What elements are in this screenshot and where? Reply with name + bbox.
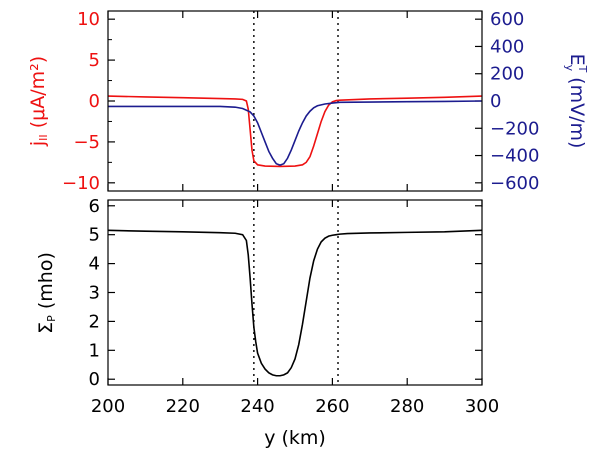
bottom-ylabel: ΣP (mho) [35,252,58,334]
bottom-x-ticks: 200 220 240 260 280 300 [91,200,499,417]
top-grid-dotted [253,11,339,191]
bottom-plot-frame [107,199,483,386]
top-right-tick-label: 200 [490,64,524,85]
bottom-x-tick-label: 200 [91,396,125,417]
bottom-curves [107,229,483,377]
bottom-y-tick-label: 2 [89,311,100,332]
top-panel: 10 5 0 −5 −10 600 400 200 0 −200 −400 −600 jII (μA… [27,9,589,194]
bottom-grid-dotted [253,200,339,385]
bottom-panel: 6 5 4 3 2 1 0 200 220 240 260 280 300 ΣP (mho) y (k… [35,196,499,449]
top-left-ylabel: jII (μA/m²) [27,56,50,147]
top-right-tick-label: 600 [490,9,524,30]
ey-label-sub: y [563,65,576,72]
top-right-tick-label: −600 [490,173,539,194]
bottom-y-tick-label: 1 [89,340,100,361]
top-curves [107,95,483,168]
sigma-label-sub: P [45,315,58,322]
top-left-ticks: 10 5 0 −5 −10 [62,9,115,194]
sigma-p-curve [107,229,483,377]
bottom-x-tick-label: 300 [465,396,499,417]
top-left-tick-label: 5 [89,50,100,71]
sigma-label-main: Σ [35,322,57,334]
top-right-ylabel: ETy (mV/m) [563,54,589,149]
top-right-tick-label: −400 [490,146,539,167]
ey-curve [108,100,483,166]
ey-label-main: E [566,54,588,66]
bottom-right-ticks [475,205,482,380]
top-left-tick-label: 10 [77,9,100,30]
jpar-label-sub: II [37,134,50,141]
top-right-ticks: 600 400 200 0 −200 −400 −600 [475,9,539,194]
bottom-y-tick-label: 0 [89,369,100,390]
jpar-curve [107,95,483,168]
bottom-x-tick-label: 260 [315,396,349,417]
top-right-tick-label: −200 [490,118,539,139]
bottom-y-ticks: 6 5 4 3 2 1 0 [89,196,115,390]
top-left-tick-label: 0 [89,91,100,112]
top-plot-frame [107,10,483,192]
sigma-label-units: (mho) [35,252,57,309]
bottom-y-tick-label: 5 [89,225,100,246]
x-axis-label: y (km) [264,427,326,449]
jpar-label-main: j [27,141,49,147]
top-right-tick-label: 0 [490,91,501,112]
bottom-x-tick-label: 240 [240,396,274,417]
bottom-y-tick-label: 3 [89,283,100,304]
bottom-x-tick-label: 220 [166,396,200,417]
jpar-label-units: (μA/m²) [27,56,49,128]
bottom-y-tick-label: 6 [89,196,100,217]
top-left-tick-label: −5 [73,132,100,153]
top-left-tick-label: −10 [62,173,100,194]
top-right-tick-label: 400 [490,36,524,57]
bottom-y-tick-label: 4 [89,254,100,275]
bottom-x-tick-label: 280 [390,396,424,417]
ey-label-units: (mV/m) [566,77,588,148]
ey-label-sup: T [576,65,589,73]
